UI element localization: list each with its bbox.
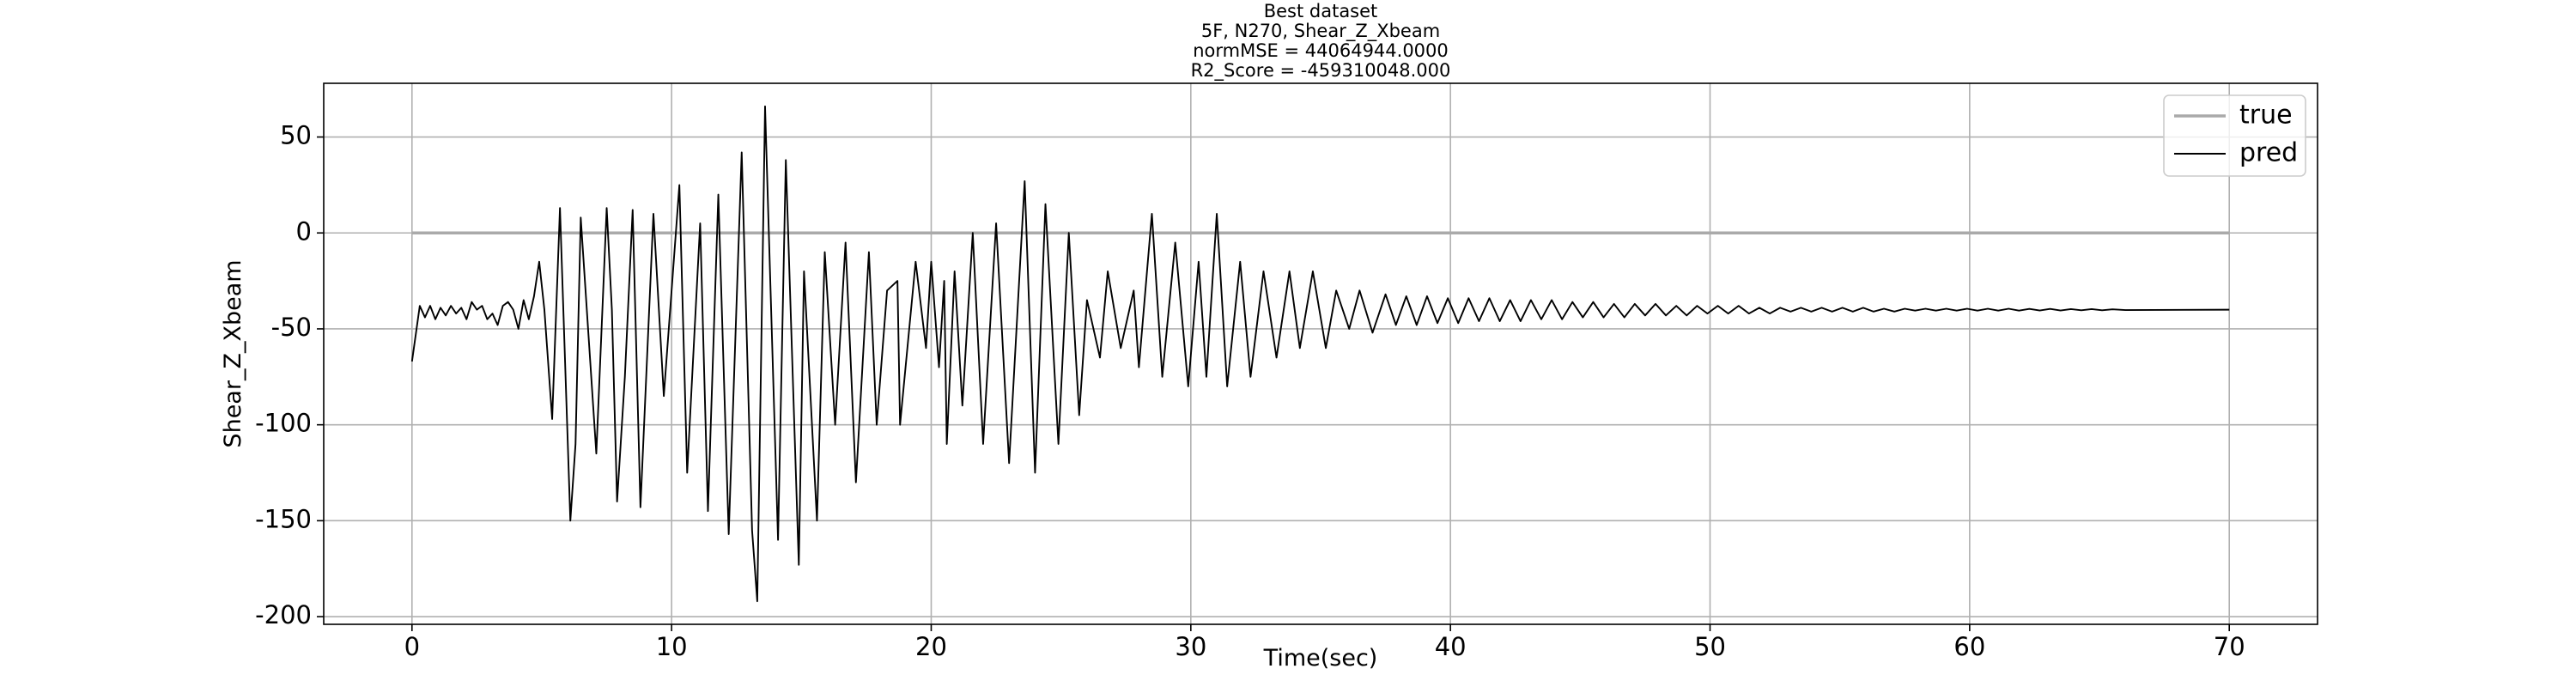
x-tick-label: 50 bbox=[1694, 632, 1726, 661]
x-tick-label: 30 bbox=[1175, 632, 1206, 661]
chart-title: Best dataset bbox=[1264, 1, 1378, 21]
legend: true pred bbox=[2163, 94, 2306, 177]
x-tick-label: 10 bbox=[656, 632, 688, 661]
x-tick-label: 70 bbox=[2214, 632, 2245, 661]
x-tick-label: 20 bbox=[915, 632, 947, 661]
y-tick-label: 0 bbox=[296, 216, 312, 246]
y-tick-label: -150 bbox=[255, 504, 312, 533]
x-tick-label: 40 bbox=[1435, 632, 1467, 661]
chart-title: normMSE = 44064944.0000 bbox=[1193, 40, 1449, 61]
x-tick-label: 0 bbox=[404, 632, 420, 661]
legend-label: true bbox=[2239, 100, 2293, 131]
x-axis-label: Time(sec) bbox=[1263, 645, 1378, 672]
y-tick-label: -200 bbox=[255, 600, 312, 629]
y-axis-label: Shear_Z_Xbeam bbox=[220, 259, 246, 447]
chart-title: 5F, N270, Shear_Z_Xbeam bbox=[1201, 21, 1440, 42]
y-tick-label: 50 bbox=[280, 121, 312, 150]
y-tick-label: -50 bbox=[271, 313, 312, 342]
legend-label: pred bbox=[2239, 138, 2298, 168]
chart-title: R2_Score = -459310048.000 bbox=[1191, 60, 1451, 82]
y-tick-label: -100 bbox=[255, 409, 312, 438]
data-line bbox=[410, 105, 2230, 603]
x-tick-label: 60 bbox=[1953, 632, 1985, 661]
plot-frame bbox=[323, 82, 2318, 625]
